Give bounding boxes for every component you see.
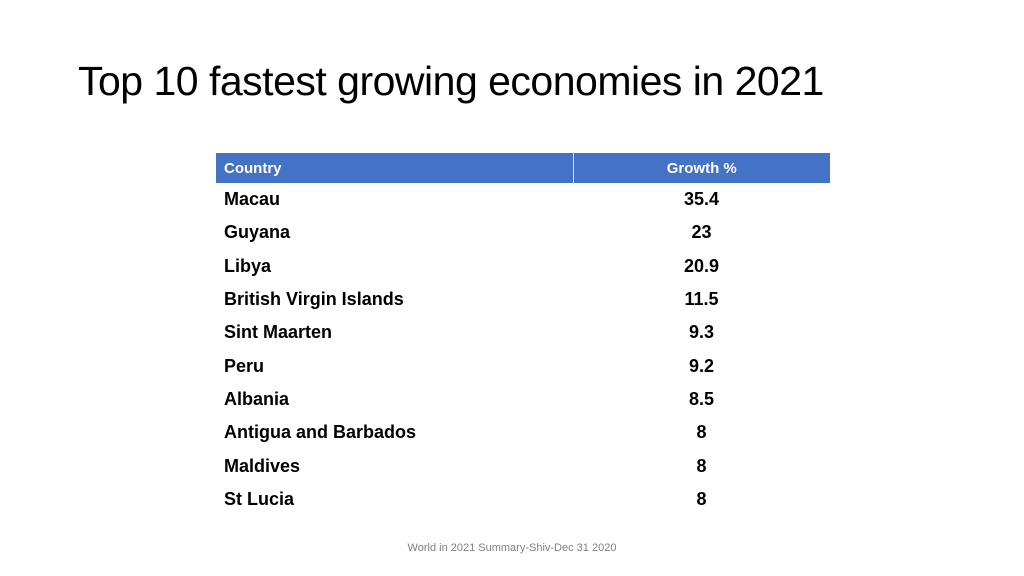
growth-cell: 35.4 [683, 189, 720, 210]
table-row: Albania 8.5 [216, 383, 830, 416]
growth-table: Country Growth % Macau 35.4 Guyana 23 Li… [216, 153, 830, 516]
growth-cell: 11.5 [684, 289, 719, 310]
growth-cell: 8 [696, 455, 707, 476]
country-cell: Maldives [224, 455, 301, 476]
country-cell: Albania [224, 388, 290, 409]
slide-footer: World in 2021 Summary-Shiv-Dec 31 2020 [407, 542, 617, 554]
table-row: Macau 35.4 [216, 183, 830, 216]
table-row: Sint Maarten 9.3 [216, 316, 830, 349]
country-cell: St Lucia [224, 488, 295, 509]
table-row: Guyana 23 [216, 216, 830, 249]
table-row: Libya 20.9 [216, 250, 830, 283]
country-cell: Sint Maarten [224, 322, 333, 343]
growth-cell: 23 [691, 222, 712, 243]
table-row: Maldives 8 [216, 449, 830, 482]
growth-cell: 20.9 [683, 255, 720, 276]
table-header-row: Country Growth % [216, 153, 830, 183]
growth-cell: 8 [696, 422, 707, 443]
growth-cell: 9.3 [688, 322, 715, 343]
country-cell: Peru [224, 355, 265, 376]
country-cell: Libya [224, 255, 272, 276]
growth-cell: 9.2 [688, 355, 715, 376]
table-row: Peru 9.2 [216, 349, 830, 382]
growth-cell: 8 [696, 488, 707, 509]
column-header-growth: Growth % [573, 153, 830, 183]
country-cell: Antigua and Barbados [224, 422, 417, 443]
country-cell: Guyana [224, 222, 291, 243]
slide-title: Top 10 fastest growing economies in 2021 [78, 58, 824, 104]
growth-cell: 8.5 [688, 388, 715, 409]
country-cell: Macau [224, 189, 281, 210]
table-row: St Lucia 8 [216, 483, 830, 516]
country-cell: British Virgin Islands [224, 289, 404, 310]
table-row: Antigua and Barbados 8 [216, 416, 830, 449]
column-header-country: Country [216, 153, 574, 183]
table-row: British Virgin Islands 11.5 [216, 283, 830, 316]
